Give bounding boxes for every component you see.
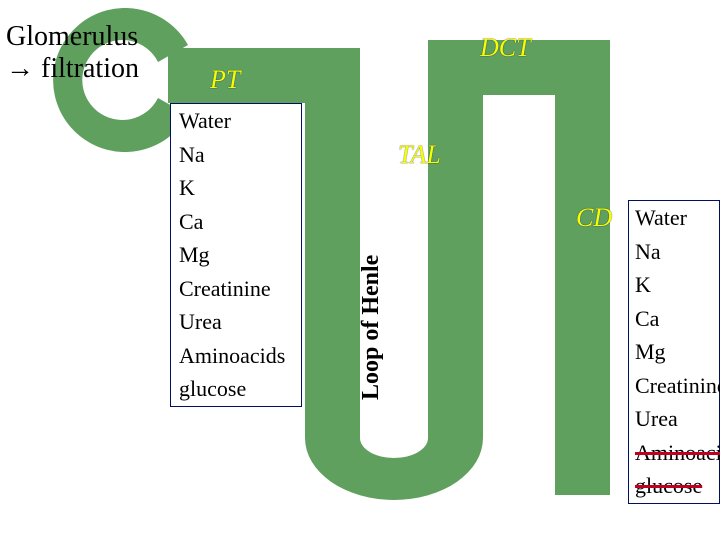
list-item: Water [629, 201, 719, 235]
list-item: glucose [171, 372, 301, 406]
pt-reabsorption-list: WaterNaKCaMgCreatinineUreaAminoacidsgluc… [170, 103, 302, 407]
cd-reabsorption-list: WaterNaKCaMgCreatinineUreaAminoacidsgluc… [628, 200, 720, 504]
list-item: glucose [629, 469, 719, 503]
segment-label-cd: CD [576, 203, 612, 233]
list-item: Aminoacids [171, 339, 301, 373]
segment-label-tal: TAL [398, 140, 441, 170]
arrow-icon: → [6, 52, 34, 83]
list-item: Creatinine [171, 272, 301, 306]
list-item: K [629, 268, 719, 302]
segment-label-pt: PT [210, 65, 240, 95]
list-item: Mg [171, 238, 301, 272]
list-item: Na [629, 235, 719, 269]
list-item: Na [171, 138, 301, 172]
title-line1: Glomerulus [6, 21, 138, 52]
segment-label-loop: Loop of Henle [358, 255, 385, 400]
list-item: Ca [629, 302, 719, 336]
list-item: K [171, 171, 301, 205]
diagram-stage: Glomerulus → filtration PT TAL DCT CD Lo… [0, 0, 720, 540]
list-item: Urea [171, 305, 301, 339]
list-item: Creatinine [629, 369, 719, 403]
segment-label-dct: DCT [480, 33, 531, 63]
title-line2: filtration [34, 53, 139, 84]
list-item: Urea [629, 402, 719, 436]
list-item: Mg [629, 335, 719, 369]
diagram-title: Glomerulus → filtration [6, 22, 139, 85]
list-item: Water [171, 104, 301, 138]
list-item: Ca [171, 205, 301, 239]
list-item: Aminoacids [629, 436, 719, 470]
